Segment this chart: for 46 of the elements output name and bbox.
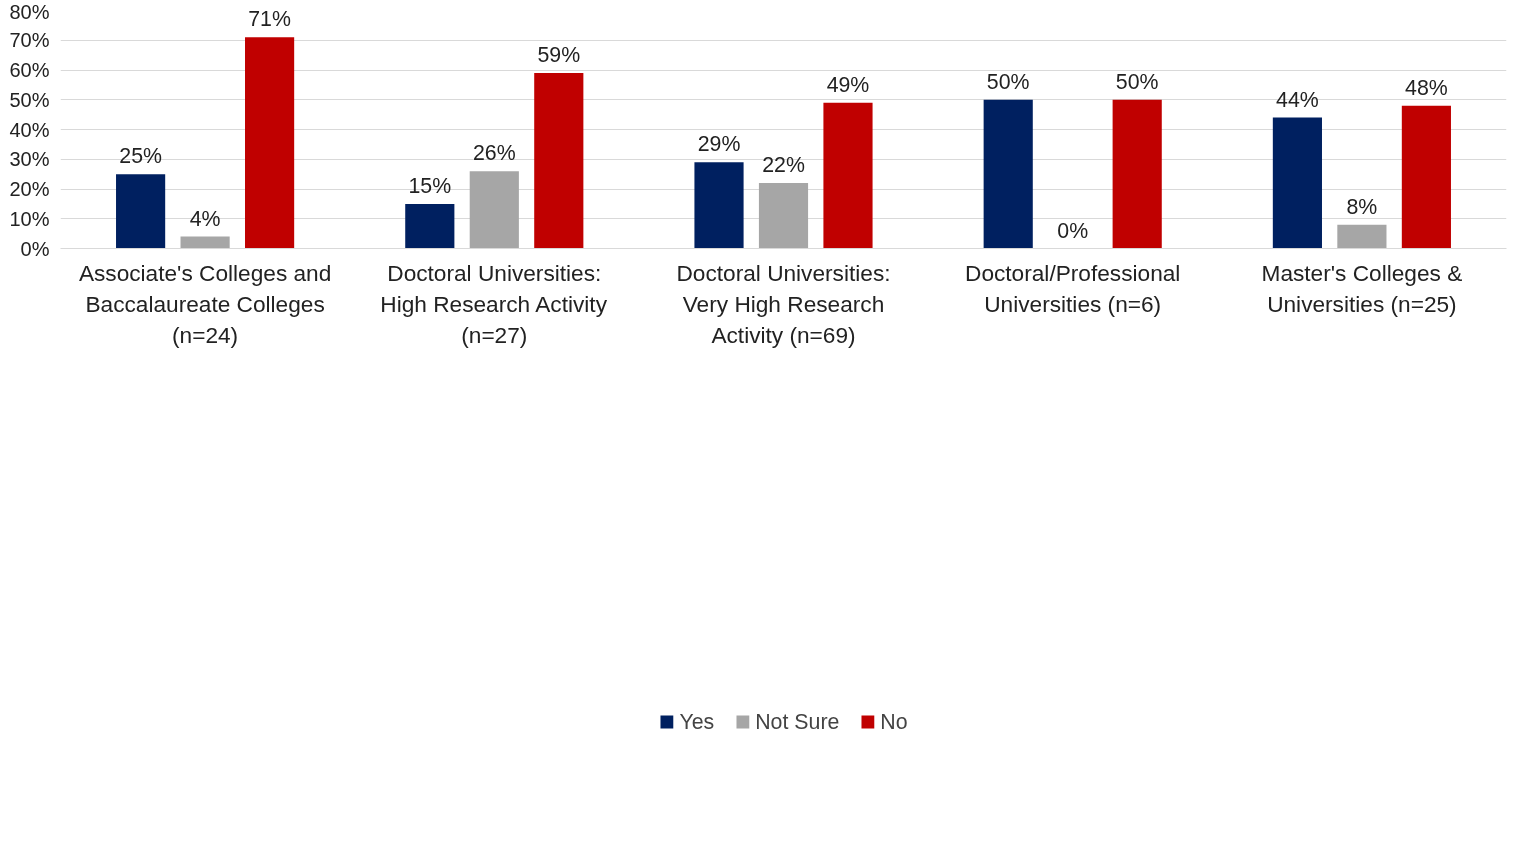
y-tick-label: 10% — [9, 207, 50, 230]
y-tick-label: 40% — [9, 118, 50, 141]
bar — [1401, 105, 1451, 249]
y-tick-label: 30% — [9, 148, 50, 171]
x-tick-label: Doctoral Universities: High Research Activity (n=27) — [380, 259, 608, 348]
bar — [1112, 99, 1162, 249]
bar — [116, 174, 166, 249]
bar — [1337, 224, 1387, 249]
data-label: 29% — [697, 132, 741, 157]
y-tick-label: 60% — [9, 59, 50, 81]
y-tick-label: 80% — [9, 0, 50, 23]
x-tick-label: Associate's Colleges and Baccalaureate Colleges (n=24) — [78, 259, 332, 348]
data-label: 48% — [1405, 75, 1448, 100]
y-tick-label: 20% — [9, 178, 50, 200]
data-label: 50% — [1115, 69, 1159, 94]
y-tick-label: 0% — [20, 237, 50, 260]
data-label: 49% — [826, 72, 870, 97]
bar — [180, 236, 230, 249]
bar — [405, 203, 455, 249]
data-label: 25% — [119, 144, 162, 169]
bar — [983, 99, 1033, 249]
bar — [1272, 117, 1322, 249]
y-tick-label: 70% — [9, 29, 50, 52]
data-label: 26% — [472, 141, 516, 166]
y-tick-label: 50% — [9, 88, 50, 111]
bar — [469, 171, 519, 249]
bar — [534, 72, 584, 249]
data-label: 71% — [248, 7, 291, 32]
legend-label: Yes — [679, 709, 715, 735]
data-label: 50% — [986, 69, 1030, 94]
bar — [758, 183, 809, 249]
bar — [245, 37, 295, 249]
legend-label: No — [880, 709, 908, 735]
x-tick-label: Doctoral/Professional Universities (n=6) — [965, 259, 1181, 317]
data-label: 59% — [537, 42, 581, 67]
data-label: 22% — [762, 153, 805, 178]
data-label: 0% — [1057, 218, 1089, 243]
data-label: 44% — [1276, 87, 1319, 112]
legend-label: Not Sure — [755, 709, 840, 735]
x-tick-label: Doctoral Universities: Very High Research Activity (n=69) — [676, 259, 891, 348]
x-tick-label: Master's Colleges & Universities (n=25) — [1261, 259, 1463, 317]
data-label: 8% — [1346, 194, 1378, 219]
data-label: 4% — [189, 206, 221, 231]
bar — [823, 102, 873, 249]
bar — [694, 162, 744, 249]
data-label: 15% — [408, 173, 452, 198]
